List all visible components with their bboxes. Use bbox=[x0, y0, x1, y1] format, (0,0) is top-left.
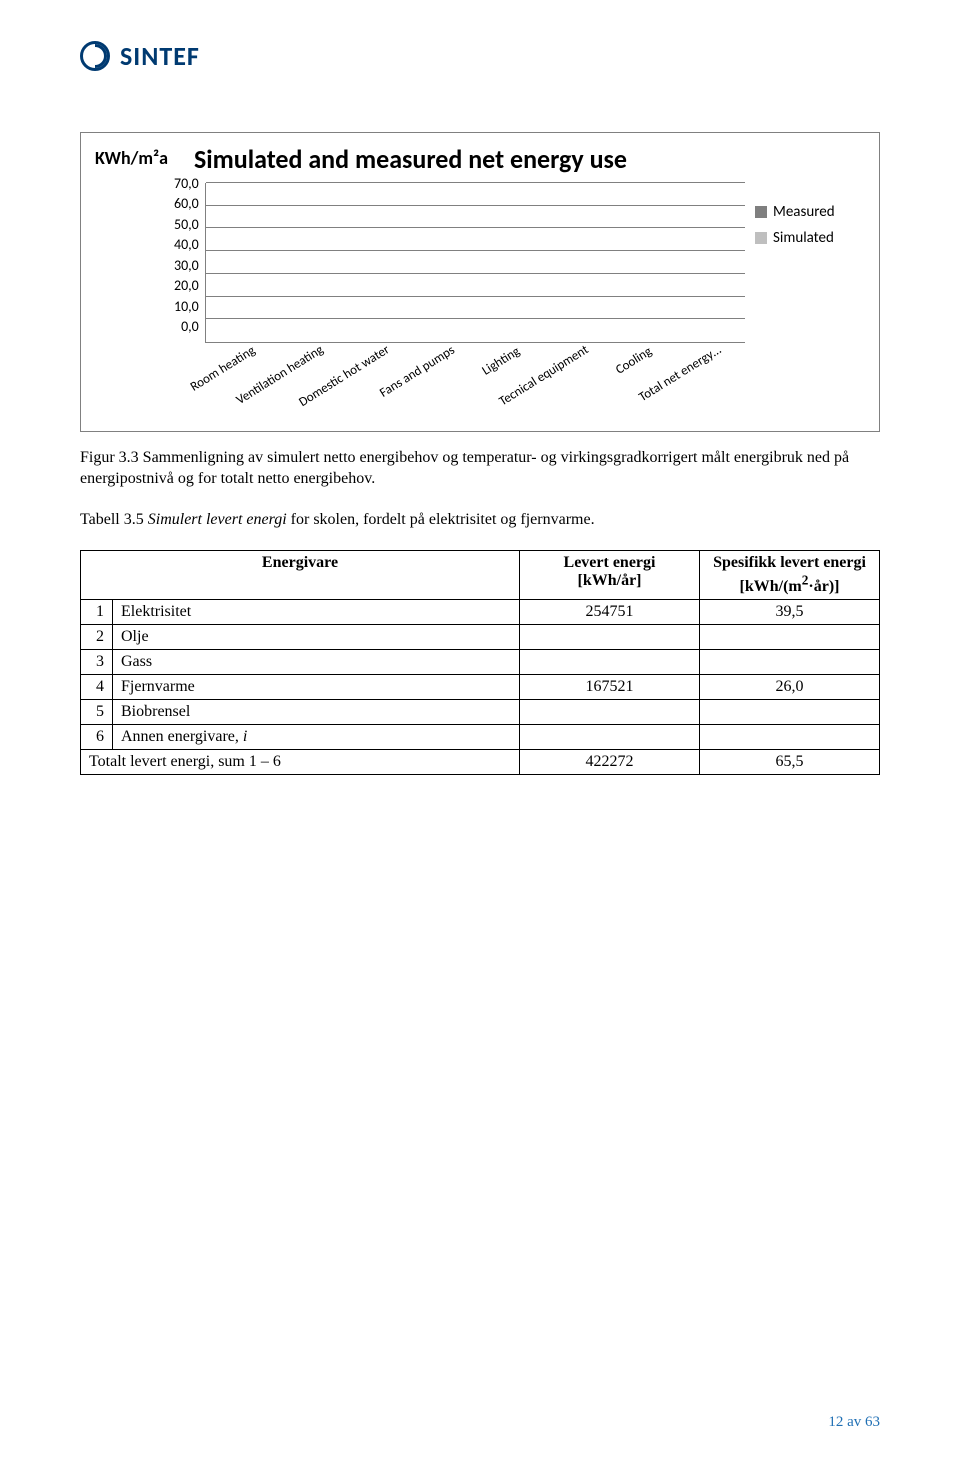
th-levert-l2: [kWh/år] bbox=[578, 572, 642, 589]
x-label: Lighting bbox=[479, 344, 522, 379]
cell-spesifikk bbox=[700, 699, 880, 724]
sintef-icon bbox=[80, 41, 110, 71]
cell-levert: 254751 bbox=[520, 599, 700, 624]
legend-swatch bbox=[755, 232, 767, 244]
cell-levert bbox=[520, 649, 700, 674]
table-caption: Tabell 3.5 Simulert levert energi for sk… bbox=[80, 510, 880, 531]
legend-item: Measured bbox=[755, 203, 865, 221]
cell-total-name: Totalt levert energi, sum 1 – 6 bbox=[81, 749, 520, 774]
cell-name: Elektrisitet bbox=[113, 599, 520, 624]
table-label: Tabell 3.5 bbox=[80, 511, 144, 528]
table-row: 5Biobrensel bbox=[81, 699, 880, 724]
th-energivare: Energivare bbox=[81, 551, 520, 599]
y-tick: 0,0 bbox=[181, 318, 199, 335]
cell-index: 4 bbox=[81, 674, 113, 699]
cell-spesifikk bbox=[700, 649, 880, 674]
table-row: 2Olje bbox=[81, 624, 880, 649]
table-row: 3Gass bbox=[81, 649, 880, 674]
figure-label: Figur 3.3 bbox=[80, 449, 139, 466]
legend-swatch bbox=[755, 206, 767, 218]
y-tick: 20,0 bbox=[174, 277, 199, 294]
cell-index: 2 bbox=[81, 624, 113, 649]
cell-levert bbox=[520, 724, 700, 749]
chart-container: KWh/m²a Simulated and measured net energ… bbox=[80, 132, 880, 432]
cell-levert bbox=[520, 624, 700, 649]
table-row: 1Elektrisitet25475139,5 bbox=[81, 599, 880, 624]
cell-levert bbox=[520, 699, 700, 724]
cell-total-spesifikk: 65,5 bbox=[700, 749, 880, 774]
logo: SINTEF bbox=[80, 40, 880, 72]
logo-text: SINTEF bbox=[120, 40, 200, 72]
figure-text: Sammenligning av simulert netto energibe… bbox=[80, 449, 849, 487]
cell-index: 1 bbox=[81, 599, 113, 624]
cell-spesifikk bbox=[700, 724, 880, 749]
table-header-row: Energivare Levert energi [kWh/år] Spesif… bbox=[81, 551, 880, 599]
legend-label: Simulated bbox=[773, 229, 834, 247]
y-tick: 10,0 bbox=[174, 298, 199, 315]
th-spes-l2: [kWh/(m2·år)] bbox=[740, 578, 840, 595]
figure-caption: Figur 3.3 Sammenligning av simulert nett… bbox=[80, 448, 880, 490]
y-tick: 70,0 bbox=[174, 175, 199, 192]
th-spes-l1: Spesifikk levert energi bbox=[713, 554, 866, 571]
th-levert-l1: Levert energi bbox=[564, 554, 656, 571]
y-tick: 50,0 bbox=[174, 216, 199, 233]
th-spesifikk: Spesifikk levert energi [kWh/(m2·år)] bbox=[700, 551, 880, 599]
legend-label: Measured bbox=[773, 203, 835, 221]
cell-name: Biobrensel bbox=[113, 699, 520, 724]
cell-index: 6 bbox=[81, 724, 113, 749]
cell-spesifikk: 39,5 bbox=[700, 599, 880, 624]
energy-table: Energivare Levert energi [kWh/år] Spesif… bbox=[80, 550, 880, 774]
y-tick: 30,0 bbox=[174, 257, 199, 274]
cell-name: Annen energivare, i bbox=[113, 724, 520, 749]
chart-legend: Measured Simulated bbox=[745, 183, 865, 343]
y-axis-ticks: 70,0 60,0 50,0 40,0 30,0 20,0 10,0 0,0 bbox=[174, 175, 205, 335]
y-tick: 60,0 bbox=[174, 195, 199, 212]
chart-plot bbox=[205, 183, 745, 343]
chart-title: Simulated and measured net energy use bbox=[194, 143, 865, 175]
cell-index: 3 bbox=[81, 649, 113, 674]
page-footer: 12 av 63 bbox=[828, 1414, 880, 1431]
y-axis-title: KWh/m²a bbox=[95, 143, 174, 169]
cell-name: Olje bbox=[113, 624, 520, 649]
x-label: Cooling bbox=[614, 344, 655, 378]
cell-levert: 167521 bbox=[520, 674, 700, 699]
cell-total-levert: 422272 bbox=[520, 749, 700, 774]
cell-spesifikk bbox=[700, 624, 880, 649]
table-caption-rest: for skolen, fordelt på elektrisitet og f… bbox=[287, 511, 595, 528]
cell-index: 5 bbox=[81, 699, 113, 724]
cell-name: Gass bbox=[113, 649, 520, 674]
table-row: 4Fjernvarme16752126,0 bbox=[81, 674, 880, 699]
legend-item: Simulated bbox=[755, 229, 865, 247]
table-row: 6Annen energivare, i bbox=[81, 724, 880, 749]
table-caption-italic: Simulert levert energi bbox=[144, 511, 287, 528]
cell-name: Fjernvarme bbox=[113, 674, 520, 699]
y-tick: 40,0 bbox=[174, 236, 199, 253]
th-levert: Levert energi [kWh/år] bbox=[520, 551, 700, 599]
cell-spesifikk: 26,0 bbox=[700, 674, 880, 699]
table-total-row: Totalt levert energi, sum 1 – 642227265,… bbox=[81, 749, 880, 774]
x-axis-labels: Room heatingVentilation heatingDomestic … bbox=[214, 345, 745, 431]
